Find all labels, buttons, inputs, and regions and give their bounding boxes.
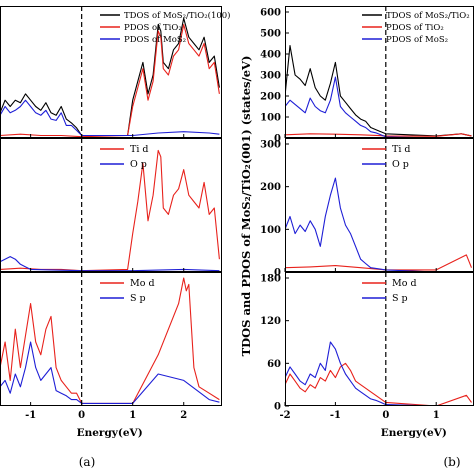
panel-mos: Mo d S p — [0, 272, 222, 406]
y-tick-label: 300 — [260, 71, 281, 82]
x-tick-label: 1 — [433, 410, 440, 421]
panel-total: 0 100 200 300 400 500 600 TDOS of MoS₂/TiO₂ PDOS… — [260, 6, 474, 145]
series-line-pdos-of-mos- — [285, 76, 472, 138]
panel-tio: Ti d O p — [0, 138, 222, 272]
panel-frame — [285, 138, 474, 272]
series-line-s-p — [0, 341, 220, 404]
series-line-o-p — [285, 177, 472, 272]
legend-label: PDOS of MoS₂ — [386, 35, 448, 45]
legend-label: Mo d — [392, 278, 417, 289]
legend-label: TDOS of MoS₂/TiO₂(100) — [124, 10, 230, 21]
legend-label: PDOS of TiO₂ — [386, 23, 444, 33]
legend: Ti d O p — [362, 144, 410, 170]
legend-label: O p — [130, 159, 147, 170]
y-tick-label: 300 — [260, 140, 281, 151]
legend-label: Mo d — [130, 278, 155, 289]
chart-a: TDOS of MoS₂/TiO₂(100) PDOS of TiO₂ PDOS o… — [0, 6, 230, 439]
x-tick-label: -2 — [279, 410, 290, 421]
x-tick-label: 2 — [180, 410, 187, 421]
caption-b: (b) — [443, 455, 460, 469]
y-tick-label: 120 — [260, 316, 281, 327]
panel-frame — [0, 272, 222, 406]
legend-label: Ti d — [130, 144, 148, 155]
y-tick-label: 200 — [260, 92, 281, 103]
y-tick-label: 100 — [260, 225, 281, 236]
panel-frame — [285, 6, 474, 138]
legend-label: Ti d — [392, 144, 410, 155]
series-line-ti-d — [285, 254, 473, 271]
series-line-o-p — [0, 256, 220, 272]
y-tick-label: 0 — [274, 402, 281, 413]
legend-label: TDOS of MoS₂/TiO₂ — [386, 11, 470, 21]
x-tick-label: 1 — [129, 410, 136, 421]
x-tick-label: -1 — [330, 410, 341, 421]
series-line-pdos-of-tio- — [285, 133, 472, 137]
legend: Mo d S p — [100, 278, 155, 304]
y-tick-label: 60 — [267, 359, 281, 370]
x-axis-label: Energy(eV) — [77, 427, 143, 439]
panel-frame — [0, 138, 222, 272]
series-line-tdos-of-mos-tio- — [285, 45, 472, 137]
x-tick-label: 0 — [382, 410, 389, 421]
panel-tio: 0 100 200 300 Ti d O p — [260, 138, 474, 279]
series-line-ti-d — [0, 149, 220, 272]
series-line-mo-d — [0, 277, 220, 404]
panel-frame — [0, 6, 222, 138]
series-line-pdos-of-mos- — [0, 99, 220, 137]
legend: TDOS of MoS₂/TiO₂(100) PDOS of TiO₂ PDOS o… — [100, 10, 230, 45]
caption-a: (a) — [79, 455, 96, 469]
series-line-pdos-of-tio- — [0, 24, 220, 138]
legend-label: PDOS of TiO₂ — [124, 23, 182, 33]
x-tick-label: -1 — [25, 410, 36, 421]
x-axis-label: Energy(eV) — [381, 427, 447, 439]
panel-mos: 0 60 120 180 Mo d S p — [260, 272, 474, 413]
series-line-tdos-of-mos-tio-100- — [0, 17, 220, 137]
y-tick-label: 500 — [260, 29, 281, 40]
series-line-mo-d — [285, 362, 472, 406]
y-tick-label: 200 — [260, 182, 281, 193]
y-tick-label: 600 — [260, 8, 281, 19]
legend-label: O p — [392, 159, 409, 170]
y-tick-label: 400 — [260, 50, 281, 61]
series-line-s-p — [285, 341, 472, 406]
x-tick-label: 0 — [78, 410, 85, 421]
legend-label: S p — [392, 293, 408, 304]
y-tick-label: 0 — [274, 134, 281, 145]
panel-frame — [285, 272, 474, 406]
legend: Mo d S p — [362, 278, 417, 304]
legend: Ti d O p — [100, 144, 148, 170]
panel-total: TDOS of MoS₂/TiO₂(100) PDOS of TiO₂ PDOS o… — [0, 6, 230, 138]
legend-label: S p — [130, 293, 146, 304]
legend: TDOS of MoS₂/TiO₂ PDOS of TiO₂ PDOS of MoS… — [362, 11, 470, 45]
y-tick-label: 180 — [260, 274, 281, 285]
y-tick-label: 0 — [274, 268, 281, 279]
y-axis-label: TDOS and PDOS of MoS₂/TiO₂(001) (states/… — [239, 56, 253, 357]
y-tick-label: 100 — [260, 113, 281, 124]
legend-label: PDOS of MoS₂ — [124, 35, 186, 45]
